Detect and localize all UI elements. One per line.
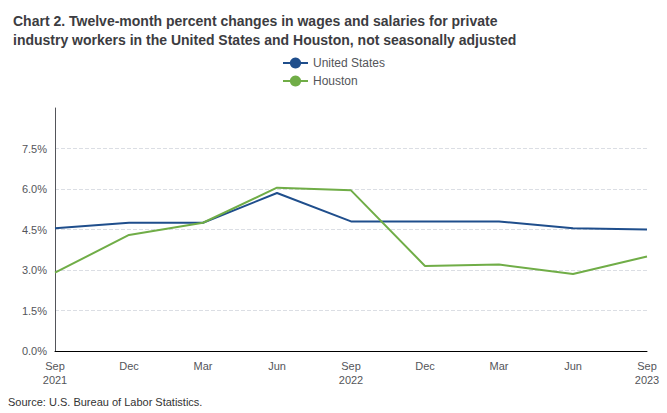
svg-text:6.0%: 6.0%	[22, 183, 47, 195]
svg-text:2022: 2022	[339, 374, 363, 386]
svg-text:Mar: Mar	[490, 360, 509, 372]
svg-text:2023: 2023	[635, 374, 659, 386]
svg-text:1.5%: 1.5%	[22, 305, 47, 317]
svg-text:7.5%: 7.5%	[22, 143, 47, 155]
svg-text:3.0%: 3.0%	[22, 264, 47, 276]
svg-text:Jun: Jun	[268, 360, 286, 372]
svg-text:Dec: Dec	[119, 360, 139, 372]
svg-text:0.0%: 0.0%	[22, 345, 47, 357]
svg-text:Houston: Houston	[313, 74, 358, 88]
svg-text:Source: U.S. Bureau of Labor S: Source: U.S. Bureau of Labor Statistics.	[8, 396, 202, 408]
svg-text:Jun: Jun	[564, 360, 582, 372]
svg-text:Mar: Mar	[194, 360, 213, 372]
svg-text:4.5%: 4.5%	[22, 224, 47, 236]
svg-text:Dec: Dec	[415, 360, 435, 372]
svg-text:Chart 2. Twelve-month percent: Chart 2. Twelve-month percent changes in…	[13, 13, 498, 29]
svg-text:United States: United States	[313, 56, 385, 70]
svg-text:Sep: Sep	[341, 360, 361, 372]
svg-text:2021: 2021	[43, 374, 67, 386]
svg-text:Sep: Sep	[637, 360, 657, 372]
svg-text:Sep: Sep	[45, 360, 65, 372]
svg-text:industry workers in the United: industry workers in the United States an…	[13, 32, 516, 48]
